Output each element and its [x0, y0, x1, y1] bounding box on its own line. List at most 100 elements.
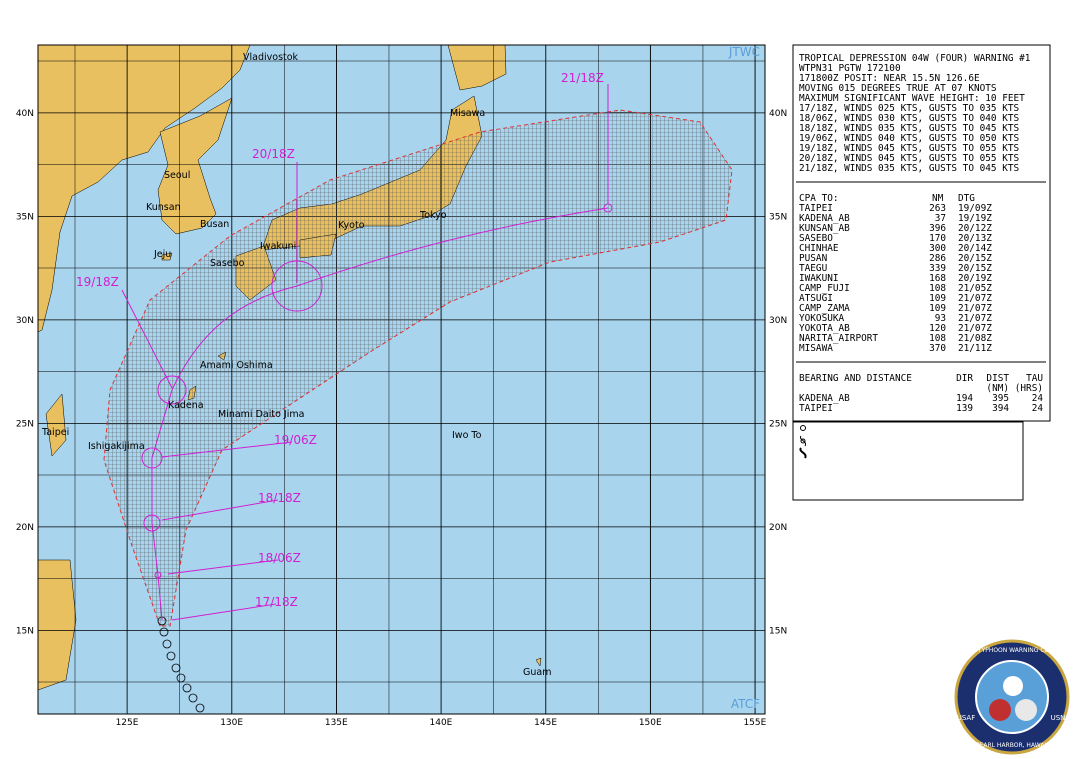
- place-label: Tokyo: [419, 210, 447, 221]
- cpa-cell: 20/14Z: [958, 243, 992, 254]
- cpa-cell: 108: [929, 333, 946, 344]
- cpa-cell: 19/09Z: [958, 203, 992, 214]
- bearing-cell: 394: [992, 403, 1009, 414]
- cpa-cell: TAEGU: [799, 263, 827, 274]
- cpa-cell: 20/15Z: [958, 253, 992, 264]
- forecast-cone: [103, 109, 733, 627]
- cpa-cell: 108: [929, 283, 946, 294]
- place-label: Guam: [523, 667, 551, 678]
- cpa-cell: SASEBO: [799, 233, 833, 244]
- lat-label: 20N: [769, 523, 787, 533]
- cpa-cell: 21/08Z: [958, 333, 992, 344]
- lat-label: 30N: [769, 316, 787, 326]
- cpa-cell: 109: [929, 303, 946, 314]
- place-label: Ishigakijima: [88, 441, 145, 452]
- map: Vladivostok Seoul Kunsan Busan Jeju Sasebo Iwa…: [38, 45, 765, 714]
- lat-label: 35N: [16, 213, 34, 223]
- cpa-header: NM: [932, 193, 944, 204]
- warning-line: 19/18Z, WINDS 045 KTS, GUSTS TO 055 KTS: [799, 143, 1019, 154]
- bearing-header: DIST: [986, 373, 1009, 384]
- cpa-cell: 21/05Z: [958, 283, 992, 294]
- cpa-cell: CHINHAE: [799, 243, 839, 254]
- cpa-cell: CAMP_ZAMA: [799, 303, 850, 314]
- agency: JTWC: [728, 45, 760, 59]
- cpa-header: DTG: [958, 193, 975, 204]
- warning-line: WTPN31 PGTW 172100: [799, 63, 901, 74]
- lat-label: 40N: [769, 109, 787, 119]
- cpa-cell: 93: [935, 313, 946, 324]
- cpa-cell: 20/13Z: [958, 233, 992, 244]
- bearing-cell: 395: [992, 393, 1009, 404]
- place-label: Seoul: [164, 170, 190, 181]
- cpa-cell: ATSUGI: [799, 293, 833, 304]
- warning-line: 17/18Z, WINDS 025 KTS, GUSTS TO 035 KTS: [799, 103, 1019, 114]
- warning-line: 171800Z POSIT: NEAR 15.5N 126.6E: [799, 73, 980, 84]
- place-label: Kunsan: [146, 202, 181, 213]
- bearing-unit: (HRS): [1015, 383, 1043, 394]
- lon-label: 130E: [220, 718, 243, 728]
- map-frame: [37, 44, 766, 715]
- cpa-cell: NARITA_AIRPORT: [799, 333, 878, 344]
- track-label: 21/18Z: [561, 71, 604, 85]
- place-label: Sasebo: [210, 258, 245, 269]
- cpa-cell: 20/19Z: [958, 273, 992, 284]
- cpa-cell: 300: [929, 243, 946, 254]
- warning-line: MAXIMUM SIGNIFICANT WAVE HEIGHT: 10 FEET: [799, 93, 1025, 104]
- place-label: Iwakuni: [260, 241, 296, 252]
- cpa-cell: 170: [929, 233, 946, 244]
- warning-line: 19/06Z, WINDS 040 KTS, GUSTS TO 050 KTS: [799, 133, 1019, 144]
- place-label: Jeju: [153, 249, 171, 260]
- cpa-cell: KADENA_AB: [799, 213, 850, 224]
- lat-label: 25N: [16, 420, 34, 430]
- cpa-cell: 20/15Z: [958, 263, 992, 274]
- lon-label: 140E: [430, 718, 453, 728]
- place-label: Misawa: [450, 108, 485, 119]
- lon-label: 135E: [325, 718, 348, 728]
- bearing-cell: 139: [956, 403, 973, 414]
- cpa-cell: 21/11Z: [958, 343, 992, 354]
- track-label: 19/18Z: [76, 275, 119, 289]
- track-labels: 17/18Z 18/06Z 18/18Z 19/06Z 19/18Z 20/18Z 21/1…: [76, 71, 604, 609]
- cpa-cell: 396: [929, 223, 946, 234]
- lon-label: 145E: [534, 718, 557, 728]
- lat-label: 15N: [769, 627, 787, 637]
- lat-label: 15N: [16, 627, 34, 637]
- warning-line: 18/18Z, WINDS 035 KTS, GUSTS TO 045 KTS: [799, 123, 1019, 134]
- lat-label: 25N: [769, 420, 787, 430]
- cpa-cell: 120: [929, 323, 946, 334]
- bearing-cell: TAIPEI: [799, 403, 833, 414]
- cpa-cell: YOKOSUKA: [799, 313, 845, 324]
- lon-label: 150E: [639, 718, 662, 728]
- warning-line: 21/18Z, WINDS 035 KTS, GUSTS TO 045 KTS: [799, 163, 1019, 174]
- cpa-cell: 339: [929, 263, 946, 274]
- legend-box: [792, 421, 1024, 501]
- cpa-cell: 168: [929, 273, 946, 284]
- place-label: Kyoto: [338, 220, 365, 231]
- lat-label: 30N: [16, 316, 34, 326]
- cpa-cell: TAIPEI: [799, 203, 833, 214]
- lon-label: 155E: [743, 718, 766, 728]
- cpa-cell: 19/19Z: [958, 213, 992, 224]
- track-label: 19/06Z: [274, 433, 317, 447]
- logo: JOINT TYPHOON WARNING CENTER PEARL HARBO…: [954, 639, 1070, 755]
- cpa-cell: PUSAN: [799, 253, 828, 264]
- lat-label: 40N: [16, 109, 34, 119]
- place-label: Busan: [200, 219, 229, 230]
- track-label: 18/18Z: [258, 491, 301, 505]
- cpa-cell: 263: [929, 203, 946, 214]
- forecast-track: [121, 84, 613, 621]
- bearing-title: BEARING AND DISTANCE: [799, 373, 912, 384]
- lat-label: 20N: [16, 523, 34, 533]
- track-label: 17/18Z: [255, 595, 298, 609]
- logo-text: JOINT TYPHOON WARNING CENTER: [959, 647, 1065, 654]
- place-label: Amami Oshima: [200, 360, 273, 371]
- system: ATCF: [731, 697, 760, 711]
- past-track: [157, 616, 205, 713]
- warning-line: TROPICAL DEPRESSION 04W (FOUR) WARNING #…: [799, 53, 1031, 64]
- bearing-cell: 24: [1032, 403, 1044, 414]
- cpa-cell: IWAKUNI: [799, 273, 839, 284]
- bearing-header: TAU: [1026, 373, 1043, 384]
- cpa-cell: 21/07Z: [958, 323, 992, 334]
- cpa-cell: 21/07Z: [958, 303, 992, 314]
- warning-line: MOVING 015 DEGREES TRUE AT 07 KNOTS: [799, 83, 997, 94]
